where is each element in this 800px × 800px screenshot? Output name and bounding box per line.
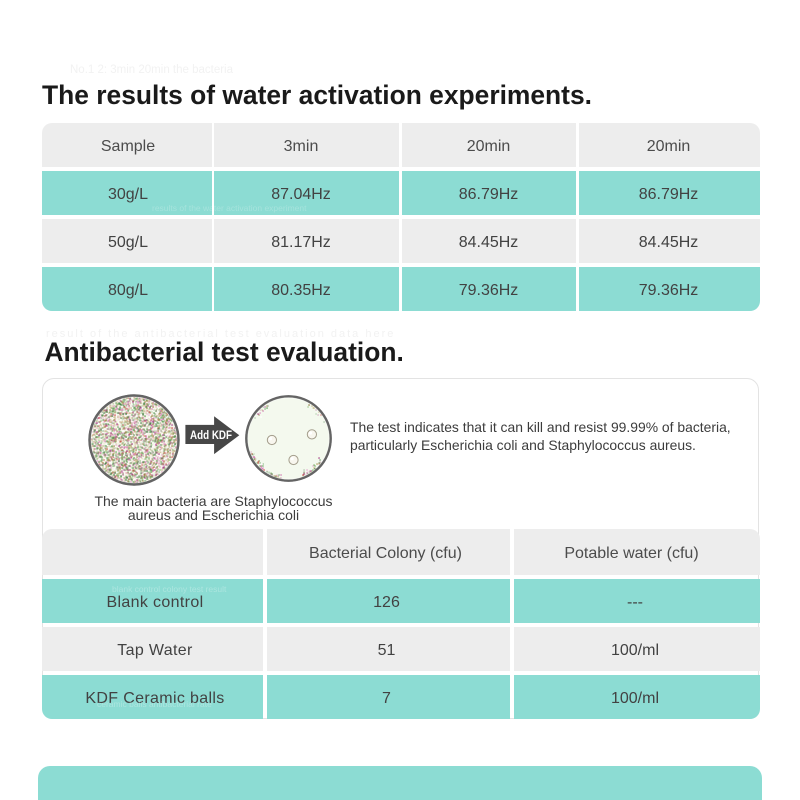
svg-text:Add KDF: Add KDF [190,428,232,442]
